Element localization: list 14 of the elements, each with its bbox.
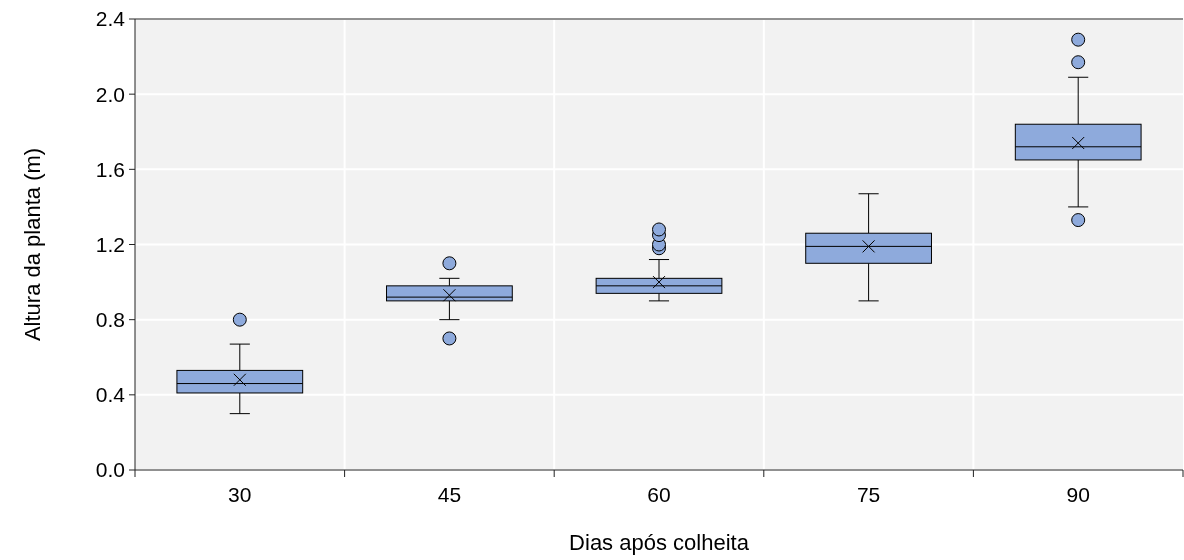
y-tick-label: 2.0: [95, 82, 125, 106]
y-axis-title: Altura da planta (m): [20, 147, 45, 342]
y-tick-label: 1.2: [95, 232, 125, 256]
y-tick-label: 0.0: [95, 458, 125, 482]
x-tick-label: 90: [1066, 483, 1090, 506]
y-tick-label: 2.4: [95, 7, 126, 31]
y-tick-label: 1.6: [95, 157, 125, 181]
y-tick-label: 0.4: [95, 383, 126, 407]
x-tick-label: 45: [437, 483, 462, 506]
x-tick-label: 75: [856, 483, 881, 506]
y-tick-label: 0.8: [95, 308, 125, 332]
x-tick-label: 30: [228, 483, 252, 506]
x-axis-title: Dias após colheita: [569, 530, 750, 555]
x-tick-label: 60: [647, 483, 671, 506]
